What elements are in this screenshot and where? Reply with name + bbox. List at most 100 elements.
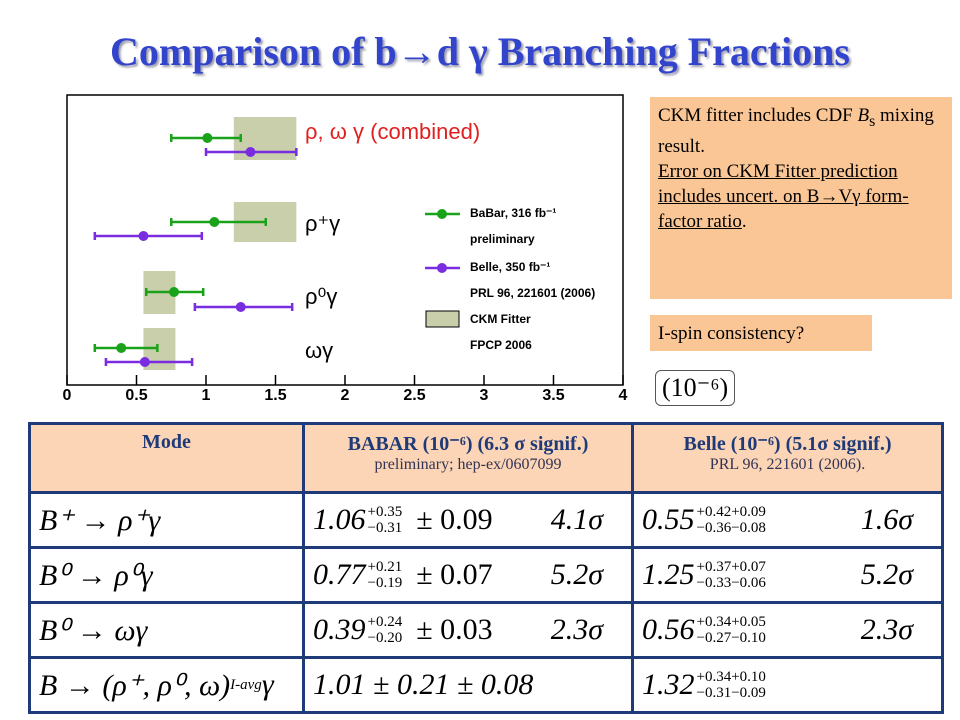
notes-box: CKM fitter includes CDF Bs mixing result… xyxy=(650,97,952,299)
table-cell: B → (ρ⁺, ρ⁰, ω) I-avg γ xyxy=(28,656,305,714)
mode-cell: B⁺ → ρ⁺γ xyxy=(39,503,294,538)
header-text: BABAR (10⁻⁶) (6.3 σ signif.) xyxy=(347,433,589,455)
table-row: B⁰ → ρ⁰γ 0.77 +0.21 −0.19 ± 0.07 5.2σ 1.25 +0.3… xyxy=(28,546,944,604)
category-label: ρ⁺γ xyxy=(305,211,340,236)
header-subtext: PRL 96, 221601 (2006). xyxy=(709,456,866,473)
mode: γ xyxy=(261,668,274,701)
central-value: 1.06 xyxy=(313,503,366,536)
x-tick-label: 1.5 xyxy=(264,387,286,404)
asym-errors: +0.35 −0.31 xyxy=(368,504,403,536)
asym-errors: +0.42+0.09 −0.36−0.08 xyxy=(697,504,766,536)
header-cell: BABAR (10⁻⁶) (6.3 σ signif.) preliminary;… xyxy=(302,422,634,494)
error-up: +0.24 xyxy=(367,614,403,630)
note-text: mixing result. xyxy=(658,105,934,157)
x-tick-label: 1 xyxy=(202,387,211,404)
table-cell: 1.01 ± 0.21 ± 0.08 xyxy=(302,656,634,714)
table-row: B⁺ → ρ⁺γ 1.06 +0.35 −0.31 ± 0.09 4.1σ 0.55 +0.4… xyxy=(28,491,944,549)
x-tick-label: 2 xyxy=(341,387,350,404)
error-up: +0.37+0.07 xyxy=(696,559,766,575)
legend-label: CKM Fitter xyxy=(470,312,531,326)
header-text: Belle (10⁻⁶) (5.1σ signif.) xyxy=(683,433,892,455)
error-up: +0.34+0.05 xyxy=(696,614,766,630)
table-row: B⁰ → ωγ 0.39 +0.24 −0.20 ± 0.03 2.3σ 0.56 +0.34… xyxy=(28,601,944,659)
error-up: +0.34+0.10 xyxy=(696,669,766,685)
table-cell: 0.55 +0.42+0.09 −0.36−0.08 1.6σ xyxy=(631,491,944,549)
mode-cell: B⁰ → ωγ xyxy=(39,613,294,648)
legend-swatch xyxy=(425,310,460,328)
error-down: −0.20 xyxy=(367,630,403,646)
table-cell: 0.56 +0.34+0.05 −0.27−0.10 2.3σ xyxy=(631,601,944,659)
table-cell: 1.06 +0.35 −0.31 ± 0.09 4.1σ xyxy=(302,491,634,549)
error-up: +0.21 xyxy=(367,559,403,575)
error-down: −0.19 xyxy=(367,575,403,591)
legend-label: BaBar, 316 fb⁻¹ xyxy=(470,206,556,220)
asym-errors: +0.24 −0.20 xyxy=(368,614,403,646)
point xyxy=(235,302,246,312)
x-tick-label: 2.5 xyxy=(403,387,425,404)
error-down: −0.36−0.08 xyxy=(696,520,766,536)
point xyxy=(245,147,256,157)
mode: B → (ρ⁺, ρ⁰, ω) xyxy=(39,668,231,702)
table-cell: B⁰ → ωγ xyxy=(28,601,305,659)
error-down: −0.33−0.06 xyxy=(696,575,766,591)
legend-note: FPCP 2006 xyxy=(470,338,532,352)
error-down: −0.31−0.09 xyxy=(696,685,766,701)
asym-errors: +0.21 −0.19 xyxy=(368,559,403,591)
header-text: Mode xyxy=(142,431,191,453)
value-cell: 0.39 +0.24 −0.20 ± 0.03 2.3σ xyxy=(313,613,623,647)
mode-subscript: I-avg xyxy=(230,676,262,693)
x-tick-label: 0.5 xyxy=(125,387,147,404)
x-tick-label: 4 xyxy=(619,387,628,404)
error-up: +0.42+0.09 xyxy=(696,504,766,520)
error-down: −0.31 xyxy=(367,520,403,536)
significance: 4.1σ xyxy=(550,503,603,536)
x-tick-label: 3.5 xyxy=(542,387,564,404)
error-down: −0.27−0.10 xyxy=(696,630,766,646)
table-body: B⁺ → ρ⁺γ 1.06 +0.35 −0.31 ± 0.09 4.1σ 0.55 +0.4… xyxy=(28,491,944,714)
mode-cell: B⁰ → ρ⁰γ xyxy=(39,558,294,593)
unit-label: (10⁻⁶) xyxy=(655,370,736,406)
header-cell: Belle (10⁻⁶) (5.1σ signif.) PRL 96, 22160… xyxy=(631,422,944,494)
table-cell: B⁰ → ρ⁰γ xyxy=(28,546,305,604)
table-cell: 0.77 +0.21 −0.19 ± 0.07 5.2σ xyxy=(302,546,634,604)
legend-note: PRL 96, 221601 (2006) xyxy=(470,286,595,300)
question-box: I-spin consistency? xyxy=(650,315,872,351)
point xyxy=(169,287,180,297)
note-line: CKM fitter includes CDF Bs mixing result… xyxy=(658,103,944,159)
significance: 2.3σ xyxy=(860,613,913,646)
note-text: CKM fitter includes CDF xyxy=(658,105,858,126)
syst-error: ± 0.09 xyxy=(416,503,493,536)
significance: 5.2σ xyxy=(860,558,913,591)
central-value: 0.56 xyxy=(642,613,695,646)
mode-cell: B → (ρ⁺, ρ⁰, ω) I-avg γ xyxy=(39,668,294,703)
significance: 2.3σ xyxy=(550,613,603,646)
asym-errors: +0.37+0.07 −0.33−0.06 xyxy=(697,559,766,591)
point xyxy=(138,231,149,241)
central-value: 1.32 xyxy=(642,668,695,701)
syst-error: ± 0.07 xyxy=(416,558,493,591)
x-tick-label: 0 xyxy=(63,387,72,404)
mode: B⁰ → ρ⁰γ xyxy=(39,558,153,592)
mode: B⁰ → ωγ xyxy=(39,613,148,647)
asym-errors: +0.34+0.10 −0.31−0.09 xyxy=(697,669,766,701)
slide-title: Comparison of b→d γ Branching Fractions xyxy=(110,29,850,74)
note-symbol: B xyxy=(857,105,870,126)
value-cell: 1.06 +0.35 −0.31 ± 0.09 4.1σ xyxy=(313,503,623,537)
table-cell: 1.25 +0.37+0.07 −0.33−0.06 5.2σ xyxy=(631,546,944,604)
category-label: ρ, ω γ (combined) xyxy=(305,119,480,144)
note-subscript: s xyxy=(869,112,876,130)
category-label: ωγ xyxy=(305,338,333,363)
header-subtext: preliminary; hep-ex/0607099 xyxy=(374,456,562,473)
point xyxy=(202,133,213,143)
mode: B⁺ → ρ⁺γ xyxy=(39,503,161,537)
error-up: +0.35 xyxy=(367,504,403,520)
category-label: ρ⁰γ xyxy=(305,284,337,309)
value-cell: 1.32 +0.34+0.10 −0.31−0.09 xyxy=(642,668,933,702)
legend-marker xyxy=(437,263,447,273)
results-table: Mode BABAR (10⁻⁶) (6.3 σ signif.) prelimi… xyxy=(28,422,944,714)
x-tick-label: 3 xyxy=(480,387,489,404)
legend-marker xyxy=(437,209,447,219)
significance: 1.6σ xyxy=(860,503,913,536)
legend-label: Belle, 350 fb⁻¹ xyxy=(470,260,550,274)
chart: 0 0.5 1 1.5 2 2.5 3 3.5 4 ρ, ω γ (combined) ρ⁺γ ρ⁰γ… xyxy=(63,94,628,404)
